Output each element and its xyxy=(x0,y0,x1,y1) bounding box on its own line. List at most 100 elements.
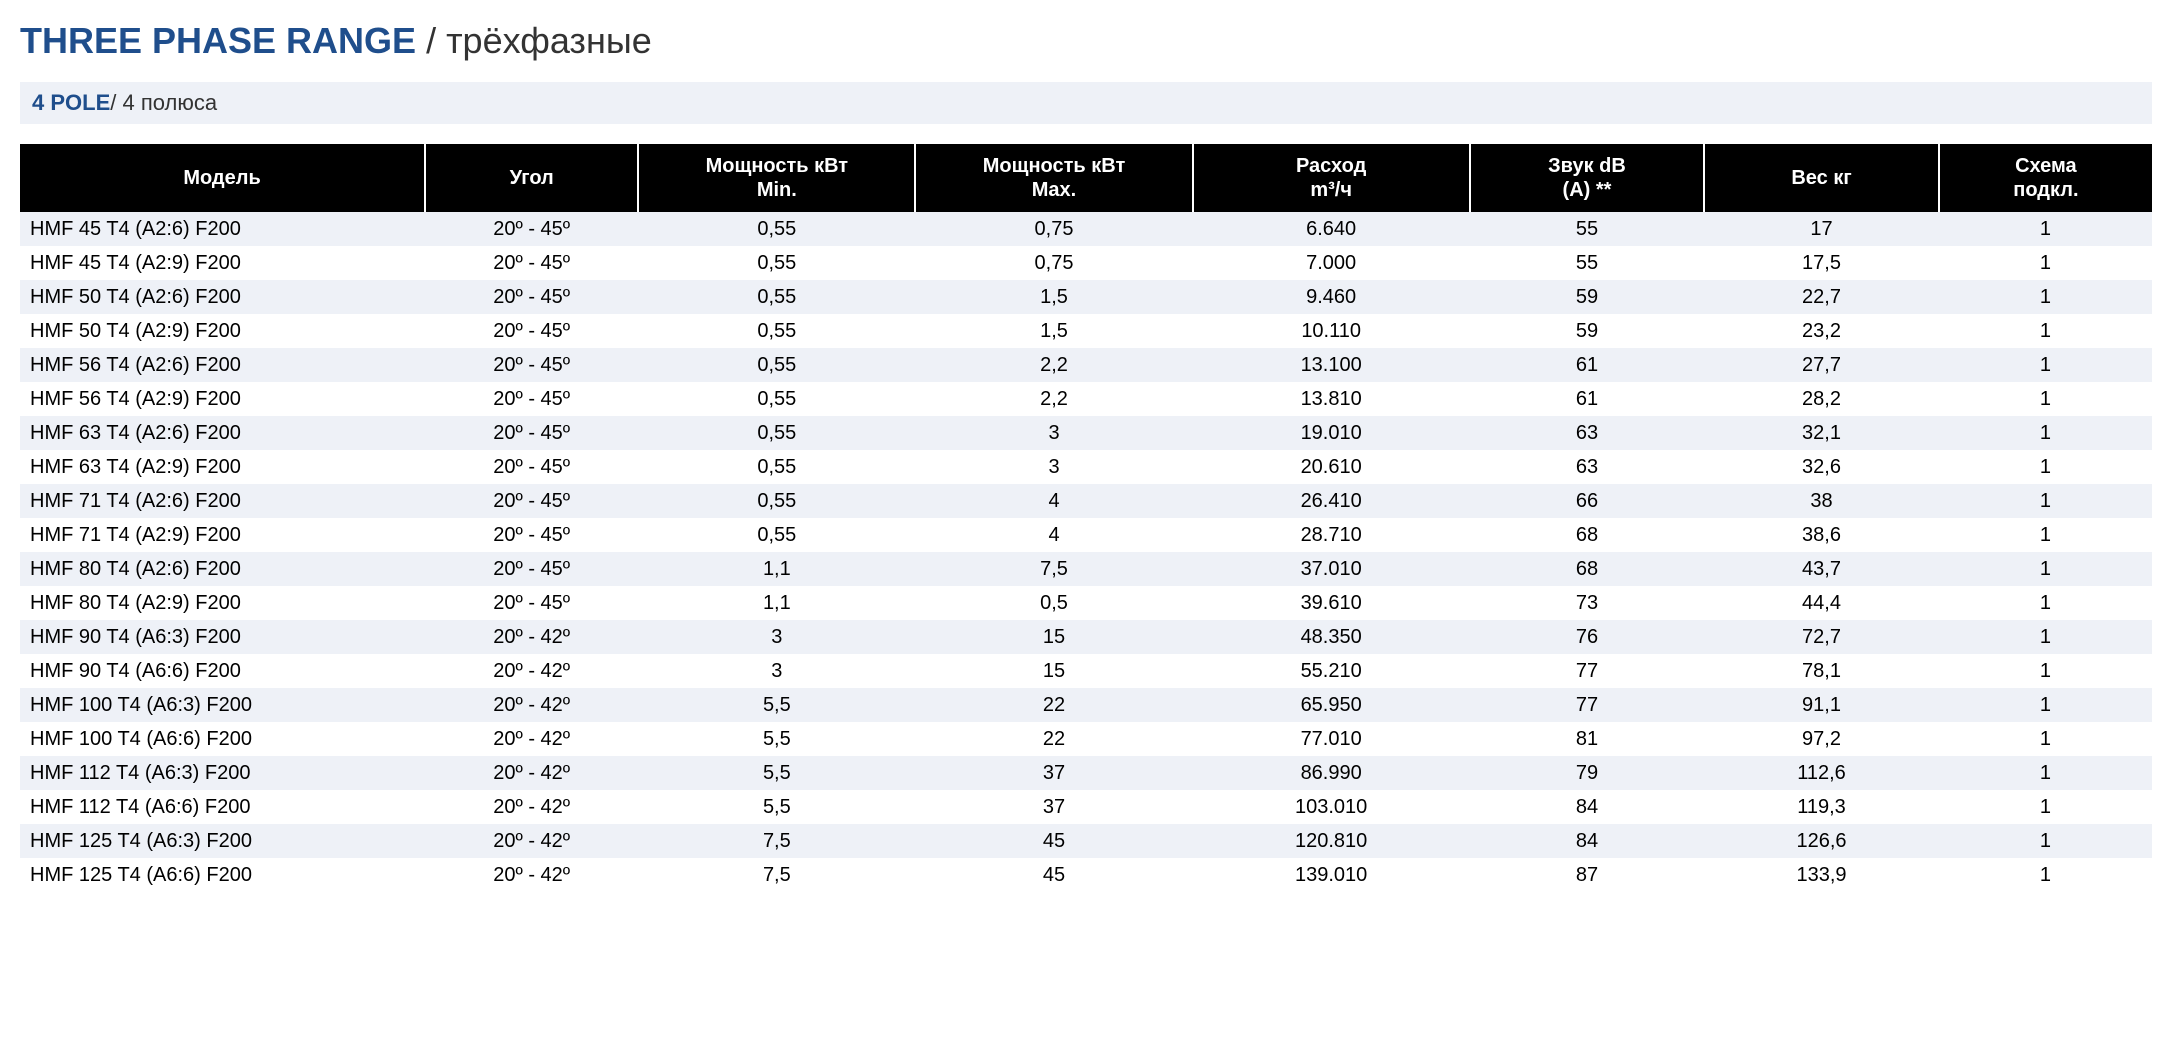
cell: 112,6 xyxy=(1704,756,1939,790)
cell: 0,55 xyxy=(638,518,915,552)
cell: 0,55 xyxy=(638,450,915,484)
table-row: HMF 90 T4 (A6:3) F20020º - 42º31548.3507… xyxy=(20,620,2152,654)
cell: 20º - 42º xyxy=(425,756,638,790)
cell: 19.010 xyxy=(1193,416,1470,450)
cell: 43,7 xyxy=(1704,552,1939,586)
cell: HMF 90 T4 (A6:3) F200 xyxy=(20,620,425,654)
cell: 39.610 xyxy=(1193,586,1470,620)
cell: HMF 90 T4 (A6:6) F200 xyxy=(20,654,425,688)
subtitle-bold: 4 POLE xyxy=(32,90,110,115)
cell: 44,4 xyxy=(1704,586,1939,620)
cell: 103.010 xyxy=(1193,790,1470,824)
cell: 126,6 xyxy=(1704,824,1939,858)
cell: 0,5 xyxy=(915,586,1192,620)
cell: 0,75 xyxy=(915,212,1192,246)
cell: 20º - 42º xyxy=(425,688,638,722)
cell: 37 xyxy=(915,790,1192,824)
cell: 13.100 xyxy=(1193,348,1470,382)
cell: 86.990 xyxy=(1193,756,1470,790)
cell: 1 xyxy=(1939,586,2152,620)
cell: 1,1 xyxy=(638,586,915,620)
cell: 15 xyxy=(915,654,1192,688)
cell: 20º - 45º xyxy=(425,518,638,552)
cell: 28,2 xyxy=(1704,382,1939,416)
cell: HMF 125 T4 (A6:6) F200 xyxy=(20,858,425,892)
subtitle-bar: 4 POLE/ 4 полюса xyxy=(20,82,2152,124)
table-row: HMF 112 T4 (A6:3) F20020º - 42º5,53786.9… xyxy=(20,756,2152,790)
col-header-5: Звук dB(A) ** xyxy=(1470,144,1705,212)
cell: 1 xyxy=(1939,552,2152,586)
cell: HMF 56 T4 (A2:6) F200 xyxy=(20,348,425,382)
cell: 55 xyxy=(1470,246,1705,280)
cell: 20º - 42º xyxy=(425,824,638,858)
cell: 3 xyxy=(915,416,1192,450)
cell: 65.950 xyxy=(1193,688,1470,722)
cell: 1 xyxy=(1939,790,2152,824)
cell: HMF 63 T4 (A2:6) F200 xyxy=(20,416,425,450)
spec-table: МодельУголМощность кВтMin.Мощность кВтMa… xyxy=(20,144,2152,892)
cell: HMF 80 T4 (A2:9) F200 xyxy=(20,586,425,620)
cell: 76 xyxy=(1470,620,1705,654)
col-header-0: Модель xyxy=(20,144,425,212)
cell: 79 xyxy=(1470,756,1705,790)
cell: 7,5 xyxy=(638,824,915,858)
table-body: HMF 45 T4 (A2:6) F20020º - 45º0,550,756.… xyxy=(20,212,2152,892)
cell: HMF 71 T4 (A2:6) F200 xyxy=(20,484,425,518)
cell: 1,5 xyxy=(915,314,1192,348)
cell: 5,5 xyxy=(638,756,915,790)
cell: 22 xyxy=(915,688,1192,722)
cell: 20º - 42º xyxy=(425,722,638,756)
table-row: HMF 90 T4 (A6:6) F20020º - 42º31555.2107… xyxy=(20,654,2152,688)
cell: 1 xyxy=(1939,654,2152,688)
cell: 1 xyxy=(1939,620,2152,654)
cell: 119,3 xyxy=(1704,790,1939,824)
cell: 59 xyxy=(1470,314,1705,348)
cell: 59 xyxy=(1470,280,1705,314)
cell: 1 xyxy=(1939,212,2152,246)
table-row: HMF 45 T4 (A2:6) F20020º - 45º0,550,756.… xyxy=(20,212,2152,246)
table-row: HMF 71 T4 (A2:6) F20020º - 45º0,55426.41… xyxy=(20,484,2152,518)
cell: HMF 112 T4 (A6:3) F200 xyxy=(20,756,425,790)
cell: 22,7 xyxy=(1704,280,1939,314)
cell: HMF 63 T4 (A2:9) F200 xyxy=(20,450,425,484)
cell: 61 xyxy=(1470,382,1705,416)
cell: 73 xyxy=(1470,586,1705,620)
cell: 20º - 45º xyxy=(425,212,638,246)
cell: 20º - 45º xyxy=(425,450,638,484)
cell: 17 xyxy=(1704,212,1939,246)
cell: 6.640 xyxy=(1193,212,1470,246)
cell: 4 xyxy=(915,518,1192,552)
cell: 15 xyxy=(915,620,1192,654)
cell: 1 xyxy=(1939,722,2152,756)
table-row: HMF 45 T4 (A2:9) F20020º - 45º0,550,757.… xyxy=(20,246,2152,280)
cell: 1 xyxy=(1939,246,2152,280)
cell: 1 xyxy=(1939,824,2152,858)
cell: 55.210 xyxy=(1193,654,1470,688)
cell: HMF 100 T4 (A6:3) F200 xyxy=(20,688,425,722)
cell: HMF 112 T4 (A6:6) F200 xyxy=(20,790,425,824)
cell: 20º - 45º xyxy=(425,382,638,416)
table-row: HMF 80 T4 (A2:6) F20020º - 45º1,17,537.0… xyxy=(20,552,2152,586)
col-header-7: Схемаподкл. xyxy=(1939,144,2152,212)
cell: HMF 125 T4 (A6:3) F200 xyxy=(20,824,425,858)
cell: 1 xyxy=(1939,280,2152,314)
cell: 1 xyxy=(1939,348,2152,382)
cell: 68 xyxy=(1470,518,1705,552)
cell: 23,2 xyxy=(1704,314,1939,348)
cell: 61 xyxy=(1470,348,1705,382)
cell: 28.710 xyxy=(1193,518,1470,552)
cell: 22 xyxy=(915,722,1192,756)
cell: 38 xyxy=(1704,484,1939,518)
cell: 5,5 xyxy=(638,688,915,722)
cell: 7.000 xyxy=(1193,246,1470,280)
cell: HMF 56 T4 (A2:9) F200 xyxy=(20,382,425,416)
cell: 139.010 xyxy=(1193,858,1470,892)
cell: 1 xyxy=(1939,858,2152,892)
cell: 68 xyxy=(1470,552,1705,586)
cell: 84 xyxy=(1470,824,1705,858)
cell: 1 xyxy=(1939,314,2152,348)
cell: 0,55 xyxy=(638,280,915,314)
cell: 10.110 xyxy=(1193,314,1470,348)
cell: 63 xyxy=(1470,416,1705,450)
cell: HMF 100 T4 (A6:6) F200 xyxy=(20,722,425,756)
